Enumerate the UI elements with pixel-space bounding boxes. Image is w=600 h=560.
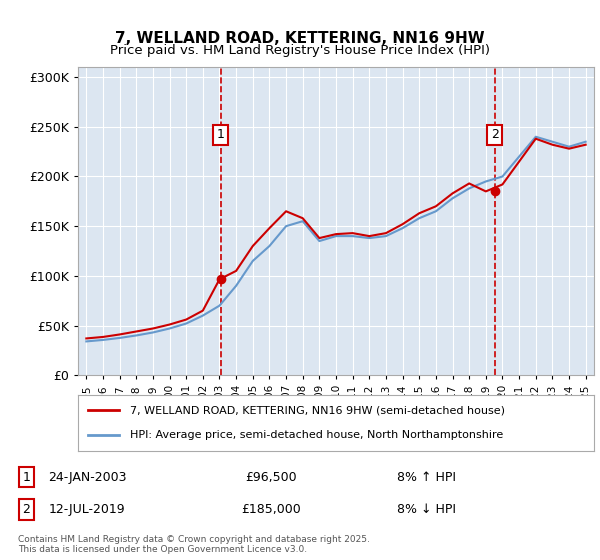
Text: 7, WELLAND ROAD, KETTERING, NN16 9HW (semi-detached house): 7, WELLAND ROAD, KETTERING, NN16 9HW (se… <box>130 405 505 416</box>
Text: HPI: Average price, semi-detached house, North Northamptonshire: HPI: Average price, semi-detached house,… <box>130 430 503 440</box>
Text: £185,000: £185,000 <box>241 503 301 516</box>
Text: 2: 2 <box>491 128 499 142</box>
Text: 7, WELLAND ROAD, KETTERING, NN16 9HW: 7, WELLAND ROAD, KETTERING, NN16 9HW <box>115 31 485 46</box>
Text: 1: 1 <box>217 128 224 142</box>
Text: Contains HM Land Registry data © Crown copyright and database right 2025.
This d: Contains HM Land Registry data © Crown c… <box>18 535 370 554</box>
Text: Price paid vs. HM Land Registry's House Price Index (HPI): Price paid vs. HM Land Registry's House … <box>110 44 490 57</box>
Text: 1: 1 <box>22 471 31 484</box>
Text: 12-JUL-2019: 12-JUL-2019 <box>49 503 125 516</box>
Text: 8% ↓ HPI: 8% ↓ HPI <box>397 503 456 516</box>
Text: £96,500: £96,500 <box>245 471 297 484</box>
Text: 8% ↑ HPI: 8% ↑ HPI <box>397 471 456 484</box>
Text: 2: 2 <box>22 503 31 516</box>
Text: 24-JAN-2003: 24-JAN-2003 <box>47 471 126 484</box>
